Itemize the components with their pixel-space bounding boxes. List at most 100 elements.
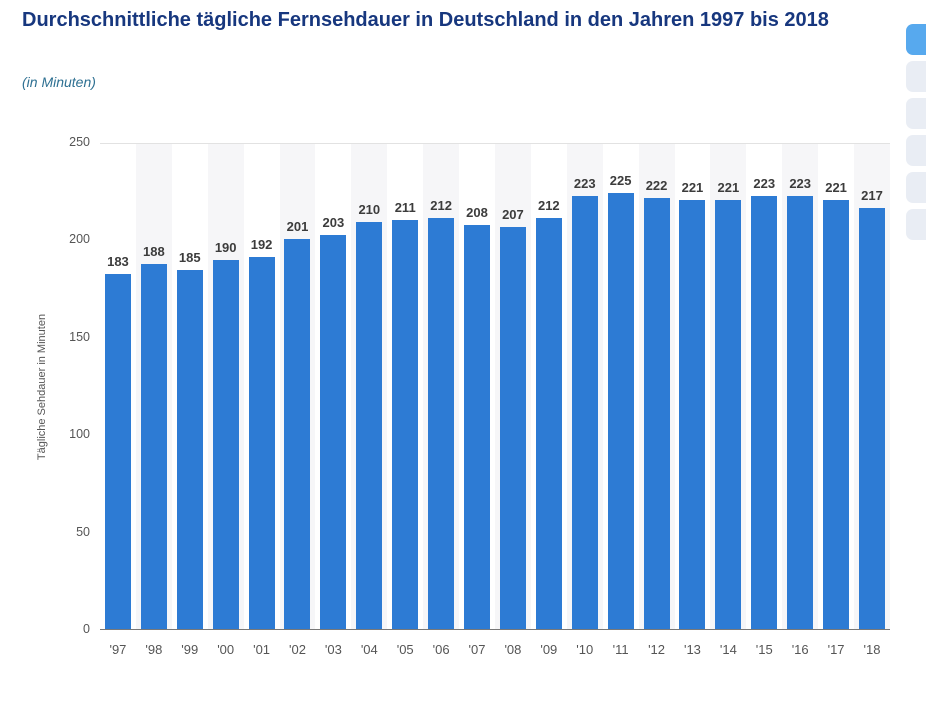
toolbar-button-2[interactable] xyxy=(906,61,926,92)
bar-98[interactable] xyxy=(140,264,167,629)
chart-column: 221 xyxy=(818,144,854,629)
chart-column: 207 xyxy=(494,144,531,629)
bar-value-label: 222 xyxy=(645,178,668,194)
chart-column: 221 xyxy=(675,144,711,629)
x-tick-label: '02 xyxy=(289,642,306,657)
bar-value-label: 207 xyxy=(502,207,524,223)
chart-column: 203 xyxy=(315,144,351,629)
page-title: Durchschnittliche tägliche Fernsehdauer … xyxy=(22,9,829,31)
x-tick-label: '15 xyxy=(755,642,773,657)
y-tick-label: 0 xyxy=(83,622,90,636)
bar-value-label: 192 xyxy=(250,236,273,252)
x-tick-label: '05 xyxy=(396,642,414,657)
bar-97[interactable] xyxy=(104,273,131,629)
x-tick-label: '09 xyxy=(540,642,558,657)
x-tick-label: '00 xyxy=(217,642,235,657)
chart-column: 212 xyxy=(423,144,460,629)
toolbar-button-5[interactable] xyxy=(906,172,926,203)
chart-column: 222 xyxy=(638,144,675,629)
x-tick-label: '99 xyxy=(181,642,199,657)
bar-99[interactable] xyxy=(176,270,203,629)
x-tick-label: '17 xyxy=(827,642,845,657)
bar-value-label: 223 xyxy=(789,176,812,192)
x-tick-label: '12 xyxy=(648,642,666,657)
bar-08[interactable] xyxy=(499,227,526,629)
bar-09[interactable] xyxy=(535,217,562,629)
bar-value-label: 211 xyxy=(394,199,416,215)
bar-07[interactable] xyxy=(464,225,491,629)
bar-value-label: 210 xyxy=(358,201,381,217)
x-tick-label: '07 xyxy=(468,642,486,657)
bar-12[interactable] xyxy=(643,198,670,629)
x-tick-label: '08 xyxy=(504,642,522,657)
bar-16[interactable] xyxy=(787,196,814,629)
chart-column: 223 xyxy=(746,144,782,629)
x-tick-label: '16 xyxy=(791,642,809,657)
bar-14[interactable] xyxy=(715,200,742,629)
bar-01[interactable] xyxy=(248,256,275,629)
bar-03[interactable] xyxy=(320,235,347,629)
bar-05[interactable] xyxy=(392,219,419,629)
bar-value-label: 223 xyxy=(573,176,596,192)
chart-column: 190 xyxy=(207,144,244,629)
bar-value-label: 201 xyxy=(286,219,309,235)
bar-value-label: 225 xyxy=(609,172,632,188)
chart-column: 221 xyxy=(710,144,747,629)
bar-17[interactable] xyxy=(823,200,850,629)
x-tick-label: '97 xyxy=(109,642,127,657)
x-tick-label: '04 xyxy=(360,642,378,657)
bar-04[interactable] xyxy=(356,221,383,629)
y-tick-label: 250 xyxy=(69,135,90,149)
bar-10[interactable] xyxy=(571,196,598,629)
x-tick-label: '11 xyxy=(612,642,629,657)
bar-value-label: 188 xyxy=(143,244,165,260)
y-axis-label: Tägliche Sehdauer in Minuten xyxy=(36,313,48,461)
bar-value-label: 183 xyxy=(107,253,129,269)
plot-area: 183 188 185 190 192 201 203 210 211 212 208 207 212 2… xyxy=(100,143,890,630)
x-axis-labels: '97 '98 '99 '00 '01 '02 '03 '04 '05 '06 '07 '08 '09 '… xyxy=(100,642,890,657)
bar-18[interactable] xyxy=(858,208,885,629)
bar-value-label: 185 xyxy=(178,250,201,266)
bar-value-label: 221 xyxy=(825,180,847,196)
x-tick-label: '01 xyxy=(253,642,271,657)
bar-value-label: 212 xyxy=(537,197,560,213)
bar-value-label: 217 xyxy=(861,188,883,204)
chart-column: 223 xyxy=(566,144,603,629)
bar-15[interactable] xyxy=(751,196,778,629)
chart-subtitle: (in Minuten) xyxy=(22,74,96,90)
x-tick-label: '10 xyxy=(576,642,594,657)
bar-11[interactable] xyxy=(607,192,634,629)
x-tick-label: '18 xyxy=(863,642,881,657)
bar-value-label: 223 xyxy=(753,176,776,192)
bar-value-label: 221 xyxy=(717,180,740,196)
chart-column: 183 xyxy=(100,144,136,629)
chart-column: 192 xyxy=(244,144,280,629)
chart-column: 212 xyxy=(531,144,567,629)
bar-value-label: 190 xyxy=(214,240,237,256)
y-tick-label: 150 xyxy=(69,329,90,344)
toolbar-button-3[interactable] xyxy=(906,98,926,129)
x-tick-label: '13 xyxy=(683,642,701,657)
chart-column: 185 xyxy=(172,144,208,629)
x-tick-label: '98 xyxy=(145,642,163,657)
chart-column: 201 xyxy=(279,144,316,629)
toolbar-button-6[interactable] xyxy=(906,209,926,240)
chart-column: 225 xyxy=(603,144,639,629)
bar-06[interactable] xyxy=(428,217,455,629)
chart-column: 210 xyxy=(351,144,388,629)
bar-02[interactable] xyxy=(284,239,311,629)
bar-value-label: 221 xyxy=(681,180,704,196)
y-tick-label: 200 xyxy=(69,232,90,247)
x-tick-label: '06 xyxy=(432,642,450,657)
chart-column: 223 xyxy=(782,144,819,629)
chart-column: 217 xyxy=(854,144,890,629)
bar-00[interactable] xyxy=(212,260,239,629)
chart-column: 208 xyxy=(459,144,495,629)
chart-column: 188 xyxy=(135,144,172,629)
toolbar-button-4[interactable] xyxy=(906,135,926,166)
bar-13[interactable] xyxy=(679,200,706,629)
toolbar-button-1[interactable] xyxy=(906,24,926,55)
bar-value-label: 212 xyxy=(430,197,452,213)
y-tick-label: 50 xyxy=(76,524,90,539)
x-tick-label: '14 xyxy=(719,642,737,657)
